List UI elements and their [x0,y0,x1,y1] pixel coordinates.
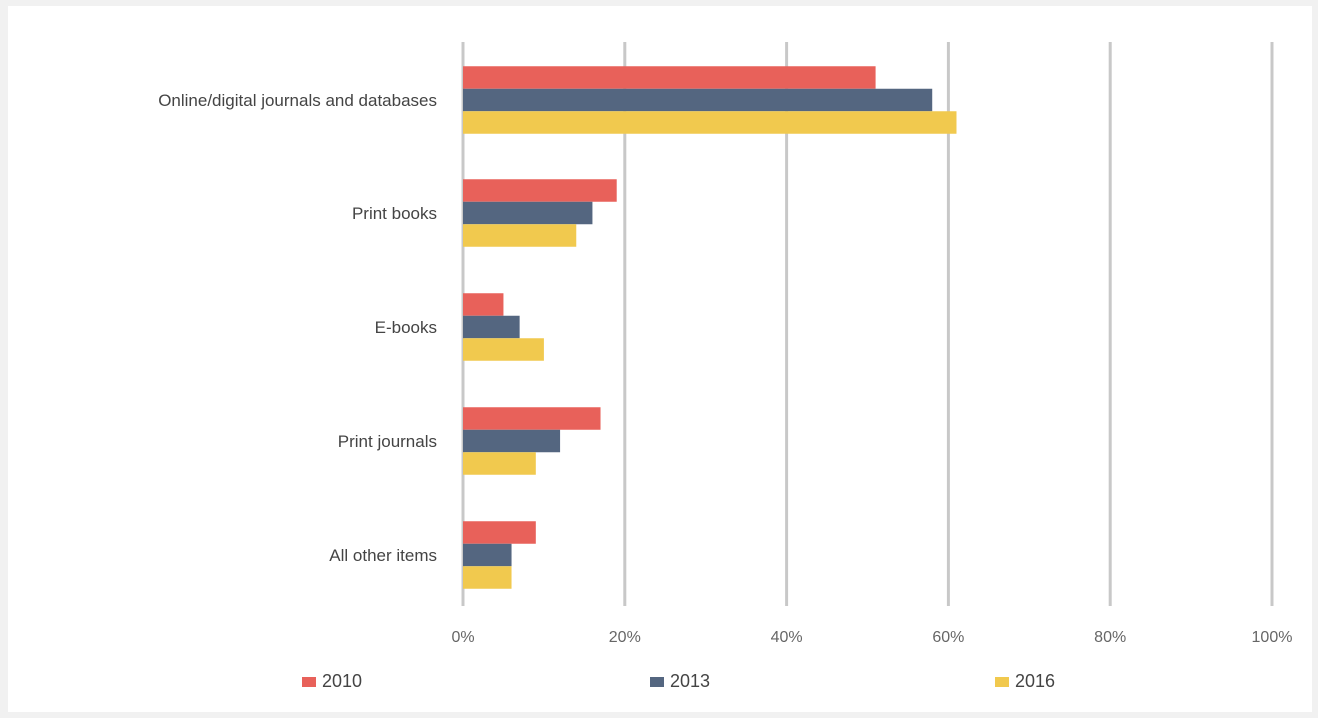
category-labels: Online/digital journals and databases Pri… [158,91,437,565]
legend: 2010 2013 2016 [302,671,1055,691]
legend-swatch-2016 [995,677,1009,687]
x-tick-label: 100% [1252,629,1293,646]
category-label: All other items [329,546,437,565]
legend-swatch-2013 [650,677,664,687]
bar-2010 [463,66,876,89]
bar-2013 [463,201,593,225]
bars [463,66,957,589]
legend-label-2013: 2013 [670,671,710,691]
bar-2013 [463,315,520,339]
bar-2016 [463,338,544,361]
legend-label-2016: 2016 [1015,671,1055,691]
x-axis-tick-labels: 0% 20% 40% 60% 80% 100% [451,629,1292,646]
bar-2013 [463,88,933,112]
x-tick-label: 0% [451,629,474,646]
bar-2016 [463,452,536,475]
bar-2010 [463,521,536,544]
x-tick-label: 40% [771,629,803,646]
bar-2013 [463,429,561,453]
x-tick-label: 20% [609,629,641,646]
legend-swatch-2010 [302,677,316,687]
bar-2016 [463,224,577,247]
category-label: Print books [352,204,437,223]
legend-label-2010: 2010 [322,671,362,691]
gridlines [461,42,1274,606]
bar-2013 [463,543,512,567]
category-label: Print journals [338,432,437,451]
bar-2010 [463,407,601,430]
category-label: E-books [375,318,437,337]
bar-2016 [463,566,512,589]
bar-2016 [463,111,957,134]
x-tick-label: 60% [932,629,964,646]
bar-2010 [463,293,504,316]
x-tick-label: 80% [1094,629,1126,646]
category-label: Online/digital journals and databases [158,91,437,110]
bar-2010 [463,179,617,202]
